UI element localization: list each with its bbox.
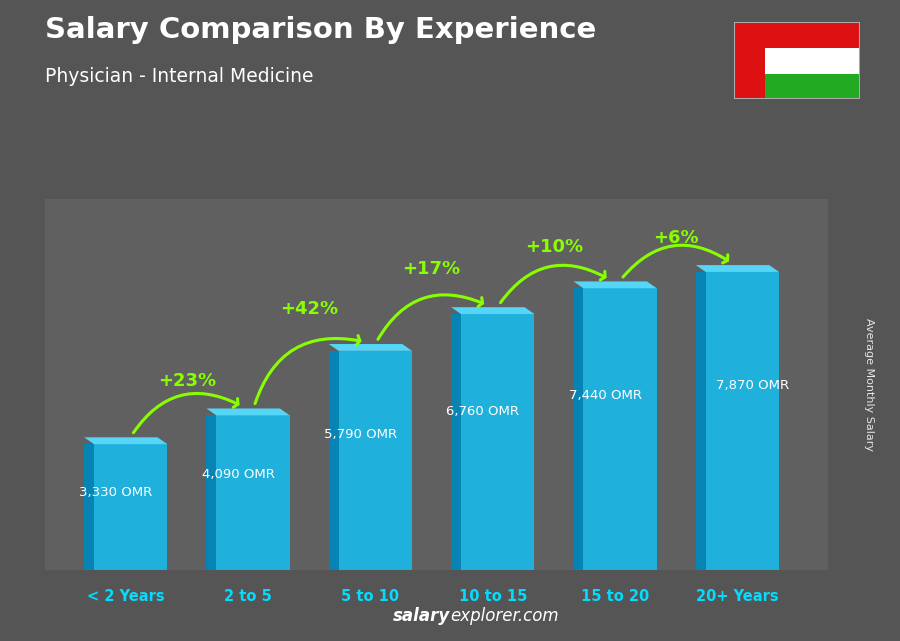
Text: +17%: +17% [402, 260, 461, 278]
Text: explorer.com: explorer.com [450, 607, 559, 625]
Text: 4,090 OMR: 4,090 OMR [202, 468, 274, 481]
Polygon shape [328, 344, 412, 351]
Polygon shape [85, 437, 167, 444]
Polygon shape [206, 415, 216, 570]
Bar [461, 314, 535, 570]
Polygon shape [451, 307, 535, 314]
Polygon shape [573, 288, 583, 570]
Text: +10%: +10% [525, 238, 583, 256]
Text: 15 to 20: 15 to 20 [581, 588, 649, 604]
Text: 6,760 OMR: 6,760 OMR [446, 405, 519, 418]
Text: 5 to 10: 5 to 10 [341, 588, 400, 604]
Text: +23%: +23% [158, 372, 216, 390]
Bar [216, 415, 290, 570]
Polygon shape [573, 281, 657, 288]
Text: 2 to 5: 2 to 5 [224, 588, 272, 604]
Bar [765, 22, 860, 48]
Bar [583, 288, 657, 570]
Text: Salary Comparison By Experience: Salary Comparison By Experience [45, 16, 596, 44]
Bar [706, 272, 779, 570]
Polygon shape [451, 314, 461, 570]
Text: 5,790 OMR: 5,790 OMR [324, 428, 397, 441]
Bar [734, 22, 765, 99]
Text: 10 to 15: 10 to 15 [459, 588, 527, 604]
Polygon shape [696, 265, 779, 272]
Text: salary: salary [392, 607, 450, 625]
Text: 20+ Years: 20+ Years [697, 588, 778, 604]
Polygon shape [206, 408, 290, 415]
Bar [338, 351, 412, 570]
Bar [94, 444, 167, 570]
Text: 3,330 OMR: 3,330 OMR [79, 486, 152, 499]
Text: 7,440 OMR: 7,440 OMR [569, 389, 642, 402]
Text: +42%: +42% [280, 300, 338, 318]
Text: 7,870 OMR: 7,870 OMR [716, 379, 788, 392]
Text: +6%: +6% [653, 229, 699, 247]
Text: Physician - Internal Medicine: Physician - Internal Medicine [45, 67, 313, 87]
Text: < 2 Years: < 2 Years [87, 588, 165, 604]
Bar [765, 74, 860, 99]
Text: Average Monthly Salary: Average Monthly Salary [863, 318, 874, 451]
Polygon shape [328, 351, 338, 570]
Polygon shape [85, 444, 94, 570]
Polygon shape [696, 272, 706, 570]
